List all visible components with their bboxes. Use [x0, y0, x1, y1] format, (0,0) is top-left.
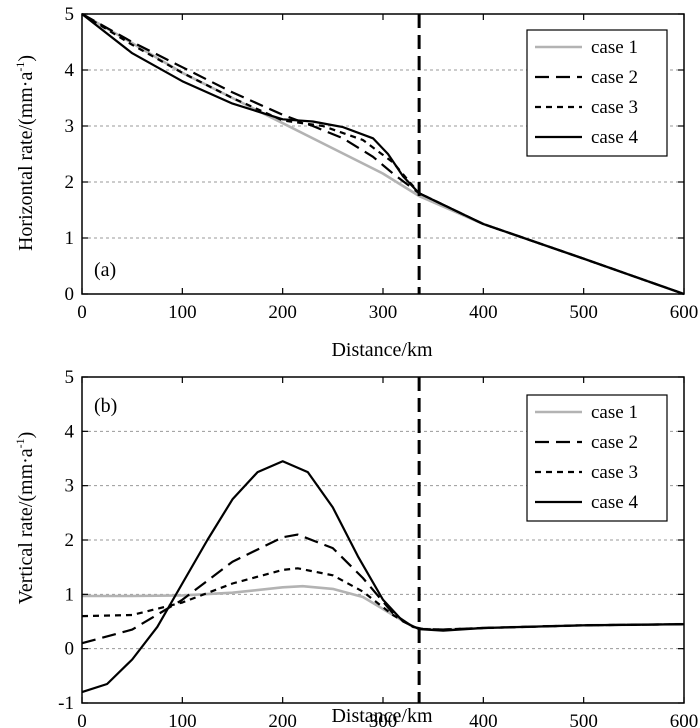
y-tick-label: 3	[65, 476, 75, 497]
x-tick-label: 100	[168, 711, 197, 728]
x-tick-label: 200	[268, 711, 297, 728]
legend-box	[526, 394, 668, 522]
series-line-case-2	[81, 533, 685, 645]
x-tick-label: 500	[569, 302, 598, 323]
y-tick-label: 1	[65, 584, 75, 605]
legend-label: case 3	[591, 462, 638, 483]
y-tick-label: 2	[65, 530, 75, 551]
x-tick-label: 0	[77, 302, 87, 323]
x-axis-title-b: Distance/km	[331, 705, 433, 727]
y-axis-title-a: Horizontal rate/(mm·a-1)	[13, 55, 37, 251]
legend-label: case 4	[591, 492, 638, 513]
x-tick-label: 300	[369, 302, 398, 323]
y-tick-label: 3	[65, 116, 75, 137]
legend: case 1 case 2 case 3 case 4	[526, 29, 668, 157]
panel-label-b: (b)	[94, 395, 117, 417]
y-tick-label: 0	[65, 284, 75, 305]
x-tick-label: 500	[569, 711, 598, 728]
series-line-case-4	[81, 460, 685, 694]
y-tick-label: 2	[65, 172, 75, 193]
series-line-case-4	[81, 13, 685, 296]
y-axis-title-b: Vertical rate/(mm·a-1)	[13, 432, 37, 605]
x-tick-label: 600	[670, 711, 699, 728]
x-tick-label: 600	[670, 302, 699, 323]
x-tick-label: 200	[268, 302, 297, 323]
y-tick-label: 5	[65, 367, 75, 388]
legend-label: case 3	[591, 97, 638, 118]
y-tick-label: 0	[65, 639, 75, 660]
legend-label: case 1	[591, 37, 638, 58]
x-tick-label: 400	[469, 302, 498, 323]
y-tick-label: 4	[65, 60, 75, 81]
x-tick-label: 300	[369, 711, 398, 728]
panel-a: Horizontal rate/(mm·a-1) Distance/km (a)…	[13, 4, 698, 361]
legend-label: case 2	[591, 432, 638, 453]
y-tick-label: 5	[65, 4, 75, 25]
y-tick-label: 4	[65, 421, 75, 442]
y-tick-label: -1	[58, 693, 74, 714]
legend-label: case 4	[591, 127, 638, 148]
x-tick-label: 100	[168, 302, 197, 323]
legend: case 1 case 2 case 3 case 4	[526, 394, 668, 522]
legend-box	[526, 29, 668, 157]
x-tick-label: 400	[469, 711, 498, 728]
panel-label-a: (a)	[94, 259, 116, 281]
x-tick-label: 0	[77, 711, 87, 728]
series-line-case-1	[82, 584, 685, 631]
legend-label: case 2	[591, 67, 638, 88]
panel-b: Vertical rate/(mm·a-1) Distance/km (b) 0…	[13, 367, 698, 728]
y-tick-label: 1	[65, 228, 75, 249]
legend-label: case 1	[591, 402, 638, 423]
x-axis-title-a: Distance/km	[331, 339, 433, 361]
